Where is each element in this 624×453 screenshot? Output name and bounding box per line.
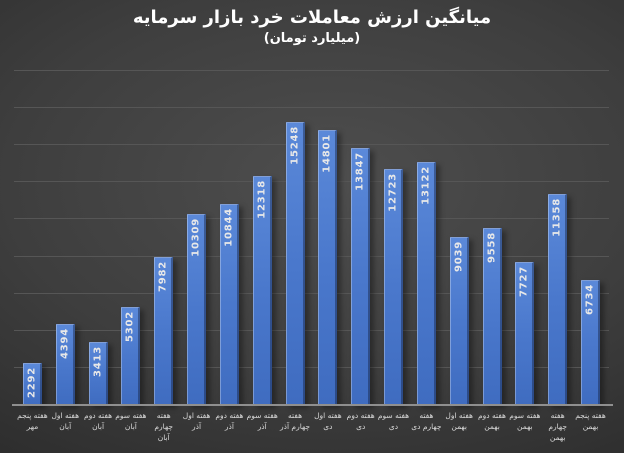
bar-slot: 12318 — [246, 71, 279, 405]
bar-slot: 7982 — [147, 71, 180, 405]
bar-slot: 3413 — [82, 71, 115, 405]
bar-value-label: 13847 — [354, 152, 366, 191]
bar: 13847 — [351, 148, 371, 405]
bar-slot: 4394 — [49, 71, 82, 405]
bar-value-label: 7727 — [518, 265, 530, 297]
bar: 9039 — [449, 237, 469, 405]
category-label: هفته چهارم دی — [411, 411, 442, 431]
bar-slot: 10309 — [180, 71, 213, 405]
category-label: هفته دوم بهمن — [477, 411, 507, 431]
bar: 3413 — [88, 341, 108, 405]
bar-slot: 7727 — [508, 71, 541, 405]
bar-value-label: 14801 — [321, 134, 333, 174]
bar: 10309 — [187, 213, 207, 405]
bar-value-label: 9558 — [486, 231, 497, 263]
gridline — [14, 218, 609, 220]
bar-value-label: 11358 — [551, 198, 563, 237]
bars-row: 2292 4394 3413 5302 7982 10309 10844 12318 15248… — [14, 71, 609, 405]
bar-value-label: 9039 — [453, 241, 465, 273]
category-labels-row: هفته پنجم مهر هفته اول آبان هفته دوم آبان ه… — [14, 411, 609, 444]
bar: 12318 — [252, 176, 272, 405]
gridline — [14, 255, 609, 257]
bar-value-label: 2292 — [26, 366, 38, 398]
bar-slot: 11358 — [541, 71, 574, 405]
bar-value-label: 3413 — [92, 345, 104, 377]
category-label: هفته اول آذر — [182, 411, 211, 431]
category-label: هفته اول بهمن — [445, 411, 473, 431]
category-label: هفته اول دی — [314, 411, 342, 431]
plot-area: 2292 4394 3413 5302 7982 10309 10844 12318 15248… — [12, 70, 613, 406]
bar: 2292 — [22, 362, 42, 405]
chart-title: میانگین ارزش معاملات خرد بازار سرمایه — [132, 7, 492, 28]
bar-slot: 10844 — [213, 71, 246, 405]
bar-value-label: 6734 — [584, 284, 596, 316]
bar-slot: 9039 — [443, 71, 476, 405]
bar-value-label: 15248 — [289, 126, 301, 165]
bar-slot: 15248 — [279, 71, 312, 405]
x-axis-line — [12, 404, 613, 406]
bar: 14801 — [318, 130, 338, 405]
bar-slot: 6734 — [574, 71, 607, 405]
category-label: هفته دوم آذر — [215, 411, 244, 431]
bar-slot: 13122 — [410, 71, 443, 405]
bar-value-label: 10844 — [223, 207, 235, 247]
category-label: هفته سوم دی — [377, 411, 410, 431]
bar-value-label: 12318 — [256, 180, 268, 220]
bar: 7727 — [515, 261, 535, 405]
category-label: هفته پنجم مهر — [17, 411, 48, 431]
bar-value-label: 5302 — [124, 310, 136, 342]
bar: 11358 — [548, 194, 568, 405]
chart-subtitle: (میلیارد تومان) — [263, 31, 361, 46]
bar-slot: 13847 — [344, 71, 377, 405]
bar-slot: 9558 — [476, 71, 509, 405]
bar-value-label: 10309 — [190, 217, 202, 257]
bar: 4394 — [55, 323, 75, 405]
bar-value-label: 4394 — [59, 327, 71, 359]
category-label: هفته چهارم بهمن — [548, 411, 567, 442]
bar: 9558 — [482, 227, 502, 405]
gridline — [14, 329, 609, 331]
bar: 5302 — [121, 306, 141, 405]
bar-slot: 12723 — [377, 71, 410, 405]
category-label: هفته سوم آبان — [115, 411, 147, 431]
bar-value-label: 13122 — [420, 165, 432, 205]
category-label: هفته چهارم آذر — [280, 411, 311, 431]
gridline — [14, 70, 609, 71]
bar: 7982 — [154, 256, 174, 405]
category-label: هفته دوم دی — [346, 411, 375, 431]
bar: 10844 — [219, 203, 239, 405]
gridline — [14, 366, 609, 368]
bar-value-label: 12723 — [387, 172, 399, 212]
bar-slot: 2292 — [16, 71, 49, 405]
bar: 6734 — [580, 280, 600, 405]
category-label: هفته دوم آبان — [84, 411, 113, 431]
bar: 13122 — [416, 161, 436, 405]
bar-slot: 14801 — [311, 71, 344, 405]
gridline — [14, 292, 609, 294]
gridline — [14, 181, 609, 183]
category-label: هفته چهارم آبان — [154, 411, 174, 442]
category-label: هفته سوم بهمن — [509, 411, 541, 431]
gridline — [14, 107, 609, 109]
category-label: هفته پنجم بهمن — [575, 411, 606, 431]
bar: 15248 — [285, 122, 305, 405]
bar-value-label: 7982 — [157, 260, 169, 292]
category-label: هفته سوم آذر — [246, 411, 278, 431]
bar-slot: 5302 — [114, 71, 147, 405]
category-label: هفته اول آبان — [51, 411, 80, 431]
bar: 12723 — [384, 168, 404, 405]
gridline — [14, 144, 609, 146]
